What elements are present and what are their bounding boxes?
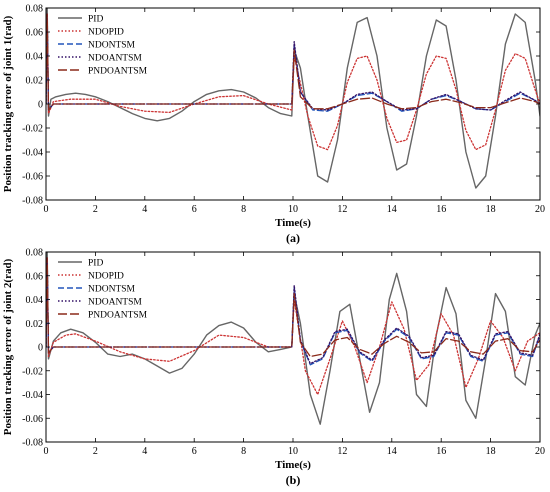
x-tick-label: 14 [387,204,397,215]
y-tick-label: 0.06 [26,271,44,282]
x-tick-label: 8 [241,204,246,215]
y-axis-label-b: Position tracking error of joint 2(rad) [2,258,14,435]
x-tick-label: 18 [486,446,496,457]
x-tick-label: 0 [44,204,49,215]
x-tick-label: 18 [486,204,496,215]
x-tick-label: 2 [93,204,98,215]
legend-label-ndopid: NDOPID [88,272,124,282]
y-axis-label-a: Position tracking error of joint 1(rad) [2,15,14,192]
legend-label-pndoantsm: PNDOANTSM [88,311,148,321]
legend-label-ndoantsm: NDOANTSM [88,298,142,308]
y-tick-label: -0.08 [22,196,43,207]
ticks-layer-a: 0 2 4 6 8 10 12 14 16 18 20 -0.08 -0.06 -0.04 -0.02 0 0.… [22,4,545,216]
x-tick-label: 4 [142,204,147,215]
x-tick-label: 16 [436,446,446,457]
y-tick-label: -0.08 [22,438,43,449]
series-layer-a [46,8,540,189]
series-line-pid-a [46,8,540,189]
chart-panel-a: 0 2 4 6 8 10 12 14 16 18 20 -0.08 -0.06 -0.04 -0.02 0 0.… [2,4,545,246]
x-tick-label: 2 [93,446,98,457]
y-tick-label: 0.04 [26,52,44,63]
y-tick-label: -0.02 [22,124,43,135]
y-tick-label: -0.04 [22,148,43,159]
x-tick-label: 20 [535,446,545,457]
x-tick-label: 8 [241,446,246,457]
chart-panel-b: 0 2 4 6 8 10 12 14 16 18 20 -0.08 -0.06 -0.04 -0.02 0 0.… [2,248,545,488]
ticks-layer-b: 0 2 4 6 8 10 12 14 16 18 20 -0.08 -0.06 -0.04 -0.02 0 0.… [22,248,545,458]
x-tick-label: 10 [288,446,298,457]
y-tick-label: -0.06 [22,414,43,425]
series-line-ndopid-b [46,263,540,396]
legend-label-ndopid: NDOPID [88,28,124,38]
legend-label-pndoantsm: PNDOANTSM [88,67,148,77]
legend-label-pid: PID [88,259,103,269]
legend-label-ndontsm: NDONTSM [88,285,136,295]
x-axis-label-a: Time(s) [275,217,311,229]
series-layer-b [46,252,540,425]
series-line-ndopid-a [46,19,540,151]
x-tick-label: 12 [337,204,347,215]
y-tick-label: -0.06 [22,172,43,183]
legend-label-ndontsm: NDONTSM [88,41,136,51]
y-tick-label: 0.08 [26,4,44,15]
legend-label-ndoantsm: NDOANTSM [88,54,142,64]
y-tick-label: -0.04 [22,390,43,401]
legend-a: PID NDOPID NDONTSM NDOANTSM PNDOANTSM [58,15,148,77]
x-tick-label: 0 [44,446,49,457]
panel-caption-a: (a) [286,231,300,245]
x-tick-label: 10 [288,204,298,215]
x-tick-label: 12 [337,446,347,457]
y-tick-label: 0 [38,100,43,111]
x-tick-label: 6 [192,446,197,457]
panel-caption-b: (b) [286,473,301,487]
legend-b: PID NDOPID NDONTSM NDOANTSM PNDOANTSM [58,259,148,321]
x-tick-label: 4 [142,446,147,457]
x-axis-label-b: Time(s) [275,459,311,471]
y-tick-label: -0.02 [22,366,43,377]
series-line-pndoantsm-b [46,257,540,358]
x-tick-label: 20 [535,204,545,215]
series-line-pndoantsm-a [46,13,540,111]
y-tick-label: 0.02 [26,319,44,330]
series-line-ndontsm-b [46,257,540,366]
y-tick-label: 0.06 [26,28,44,39]
y-tick-label: 0.02 [26,76,44,87]
legend-label-pid: PID [88,15,103,25]
y-tick-label: 0.04 [26,295,44,306]
x-tick-label: 6 [192,204,197,215]
y-tick-label: 0.08 [26,248,44,259]
y-tick-label: 0 [38,343,43,354]
x-tick-label: 16 [436,204,446,215]
x-tick-label: 14 [387,446,397,457]
